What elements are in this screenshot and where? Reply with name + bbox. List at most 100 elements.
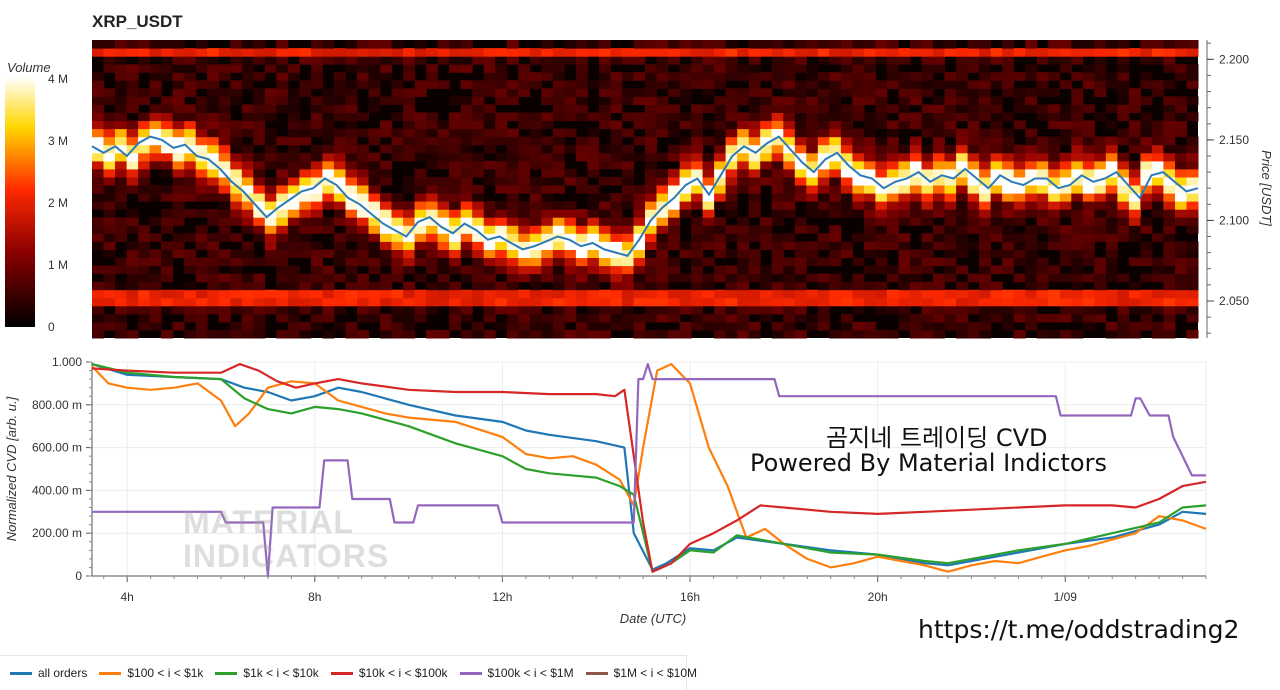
legend-item-o1k[interactable]: $1k < i < $10k [215,666,319,680]
heatmap-cell [322,48,335,57]
heatmap-cell [529,185,542,194]
heatmap-cell [944,233,957,242]
heatmap-cell [230,257,243,267]
heatmap-cell [310,176,323,186]
legend-item-o100k[interactable]: $100k < i < $1M [459,666,574,680]
heatmap-cell [1059,168,1072,178]
heatmap-cell [449,249,462,258]
heatmap-cell [575,112,588,122]
heatmap-cell [863,281,876,291]
heatmap-cell [115,128,127,138]
heatmap-cell [115,120,127,130]
heatmap-cell [944,193,957,202]
heatmap-cell [875,265,888,275]
legend-item-o1m[interactable]: $1M < i < $10M [585,666,697,680]
heatmap-cell [944,80,957,89]
heatmap-cell [426,249,439,258]
heatmap-cell [472,136,485,146]
heatmap-cell [1002,144,1015,154]
heatmap-cell [956,313,969,323]
heatmap-cell [368,313,381,323]
heatmap-cell [1036,72,1049,81]
heatmap-cell [737,225,750,234]
heatmap-cell [126,104,139,113]
heatmap-cell [944,176,957,186]
heatmap-cell [622,233,634,242]
heatmap-cell [1094,176,1107,186]
heatmap-cell [656,48,669,57]
heatmap-cell [115,56,127,65]
heatmap-cell [1071,305,1084,315]
heatmap-cell [1082,321,1095,331]
legend-item-o100[interactable]: $100 < i < $1k [99,666,203,680]
heatmap-cell [541,72,554,81]
heatmap-cell [322,136,335,146]
heatmap-cell [426,80,439,89]
heatmap-cell [633,193,646,202]
heatmap-cell [1048,112,1061,122]
heatmap-cell [241,72,254,81]
heatmap-cell [426,72,439,81]
heatmap-cell [115,193,127,202]
heatmap-cell [506,80,519,89]
heatmap-cell [645,241,657,250]
heatmap-cell [322,249,335,258]
heatmap-cell [322,297,335,307]
heatmap-cell [1186,257,1199,267]
heatmap-cell [172,48,185,57]
heatmap-cell [357,201,369,210]
heatmap-cell [414,48,427,57]
heatmap-cell [933,241,945,250]
heatmap-cell [656,112,669,122]
heatmap-cell [1071,217,1084,226]
heatmap-cell [1036,152,1049,162]
heatmap-cell [875,104,888,113]
heatmap-cell [322,128,335,138]
legend-item-o10k[interactable]: $10k < i < $100k [330,666,448,680]
heatmap-cell [391,88,404,97]
heatmap-cell [1140,160,1153,170]
heatmap-cell [886,160,899,170]
heatmap-cell [287,136,300,146]
heatmap-cell [276,217,289,226]
heatmap-cell [276,56,289,65]
heatmap-cell [840,249,853,258]
heatmap-cell [1082,176,1095,186]
heatmap-cell [979,321,992,331]
heatmap-cell [1094,201,1107,210]
heatmap-cell [598,257,611,267]
heatmap-cell [886,305,899,315]
heatmap-cell [1071,209,1084,218]
heatmap-cell [910,249,922,258]
heatmap-cell [656,241,669,250]
heatmap-cell [691,48,704,57]
heatmap-cell [299,321,312,331]
heatmap-cell [910,96,922,105]
heatmap-cell [1048,273,1061,283]
heatmap-cell [691,160,704,170]
heatmap-cell [725,96,738,105]
heatmap-cell [253,329,266,339]
heatmap-cell [1128,120,1141,130]
heatmap-cell [622,201,634,210]
heatmap-cell [357,233,369,242]
heatmap-cell [817,152,830,162]
heatmap-cell [863,289,876,299]
heatmap-cell [1059,80,1072,89]
heatmap-cell [541,160,554,170]
heatmap-cell [287,297,300,307]
heatmap-cell [218,329,231,339]
heatmap-cell [541,241,554,250]
heatmap-cell [1036,297,1049,307]
heatmap-cell [1175,104,1187,113]
heatmap-cell [506,313,519,323]
heatmap-cell [622,48,634,57]
telegram-link[interactable]: https://t.me/oddstrading2 [918,615,1240,644]
heatmap-cell [276,273,289,283]
legend-item-all_orders[interactable]: all orders [10,666,87,680]
heatmap-cell [1140,257,1153,267]
heatmap-cell [495,201,508,210]
heatmap-cell [956,80,969,89]
heatmap-cell [633,152,646,162]
